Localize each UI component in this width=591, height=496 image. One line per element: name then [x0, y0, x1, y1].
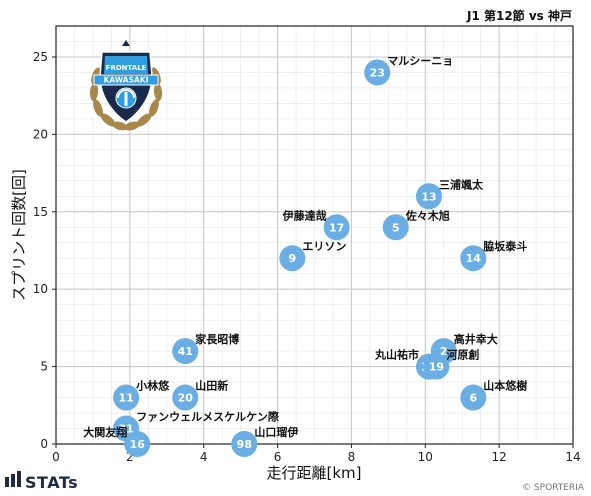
player-marker[interactable]	[113, 384, 140, 411]
chart-title: J1 第12節 vs 神戸	[466, 8, 572, 23]
player-point[interactable]: 98	[231, 431, 258, 457]
player-number: 31	[119, 423, 134, 436]
player-number: 9	[289, 252, 297, 265]
player-number: 19	[429, 361, 444, 374]
player-name-label: 山口瑠伊	[254, 425, 298, 439]
player-number: 11	[119, 392, 134, 405]
player-point[interactable]: 16	[124, 431, 151, 457]
player-name-label: マルシーニョ	[387, 54, 453, 67]
player-point[interactable]: 6	[460, 384, 487, 411]
player-marker[interactable]	[382, 214, 409, 241]
player-name-label: 丸山祐市	[374, 348, 419, 362]
player-number: 14	[466, 252, 482, 265]
player-name-label: 伊藤達哉	[282, 208, 327, 222]
player-number: 6	[469, 392, 477, 405]
player-name-label: 家長昭博	[195, 332, 239, 346]
x-tick-label: 8	[348, 450, 356, 464]
player-point[interactable]: 13	[415, 183, 442, 210]
player-name-label: 高井幸大	[454, 332, 498, 346]
stats-logo: STATs	[5, 471, 78, 492]
y-axis-label: スプリント回数[回]	[10, 169, 28, 301]
stats-bars-icon	[5, 471, 21, 487]
x-tick-label: 6	[274, 450, 282, 464]
player-number: 5	[392, 221, 400, 234]
player-marker[interactable]	[172, 384, 199, 411]
y-tick-label: 0	[40, 437, 48, 451]
player-marker[interactable]	[124, 431, 151, 457]
player-number: 16	[130, 438, 146, 451]
player-marker[interactable]	[460, 384, 487, 411]
player-point[interactable]: 20	[172, 384, 199, 411]
x-tick-label: 4	[200, 450, 208, 464]
y-tick-label: 10	[33, 282, 48, 296]
x-tick-label: 2	[126, 450, 134, 464]
player-number: 2	[440, 345, 448, 358]
player-number: 13	[421, 190, 436, 203]
x-tick-label: 0	[52, 450, 60, 464]
player-name-label: エリソン	[302, 240, 346, 253]
player-marker[interactable]	[423, 353, 450, 380]
player-marker[interactable]	[323, 214, 350, 241]
data-points: 2313175149412351911206311698マルシーニョ三浦颯太伊藤…	[83, 54, 527, 457]
y-tick-label: 15	[33, 205, 48, 219]
player-point[interactable]: 5	[382, 214, 409, 241]
player-name-label: 山田新	[195, 379, 228, 393]
plot-frame	[55, 25, 574, 445]
player-marker[interactable]	[364, 59, 391, 86]
y-tick-label: 5	[40, 360, 48, 374]
y-tick-label: 20	[33, 127, 48, 141]
player-number: 98	[237, 438, 252, 451]
footer-brand: STATs	[25, 473, 78, 492]
player-point[interactable]: 9	[279, 245, 306, 272]
player-marker[interactable]	[172, 338, 199, 365]
player-point[interactable]: 11	[113, 384, 140, 411]
footer-copyright: © SPORTERIA	[522, 483, 585, 493]
x-tick-label: 14	[565, 450, 580, 464]
crest-top-text: FRONTALE	[106, 64, 147, 72]
player-marker[interactable]	[460, 245, 487, 272]
player-marker[interactable]	[279, 245, 306, 272]
player-name-label: 山本悠樹	[483, 379, 527, 393]
crest-band-text: KAWASAKI	[104, 76, 149, 85]
club-crest-logo: FRONTALE KAWASAKI	[89, 40, 163, 131]
player-marker[interactable]	[231, 431, 258, 457]
player-name-label: 大関友翔	[83, 425, 127, 439]
player-name-label: 河原創	[446, 348, 479, 362]
y-tick-label: 25	[33, 50, 48, 64]
player-name-label: ファンウェルメスケルケン際	[136, 410, 280, 424]
player-number: 23	[370, 66, 385, 79]
player-number: 20	[178, 392, 194, 405]
player-point[interactable]: 23	[364, 59, 391, 86]
player-name-label: 佐々木旭	[405, 208, 450, 222]
x-tick-label: 12	[492, 450, 507, 464]
y-axis-ticks: 0 5 10 15 20 25	[33, 50, 56, 451]
player-point[interactable]: 41	[172, 338, 199, 365]
player-name-label: 脇坂泰斗	[483, 239, 527, 253]
player-number: 41	[178, 345, 193, 358]
laurel-left-icon	[89, 67, 128, 131]
player-point[interactable]: 17	[323, 214, 350, 241]
player-name-label: 小林悠	[135, 379, 170, 393]
player-name-label: 三浦颯太	[439, 177, 484, 191]
x-axis-label: 走行距離[km]	[266, 464, 361, 482]
player-point[interactable]: 14	[460, 245, 487, 272]
player-number: 17	[329, 221, 344, 234]
player-point[interactable]: 19	[423, 353, 450, 380]
player-marker[interactable]	[415, 183, 442, 210]
x-tick-label: 10	[418, 450, 433, 464]
